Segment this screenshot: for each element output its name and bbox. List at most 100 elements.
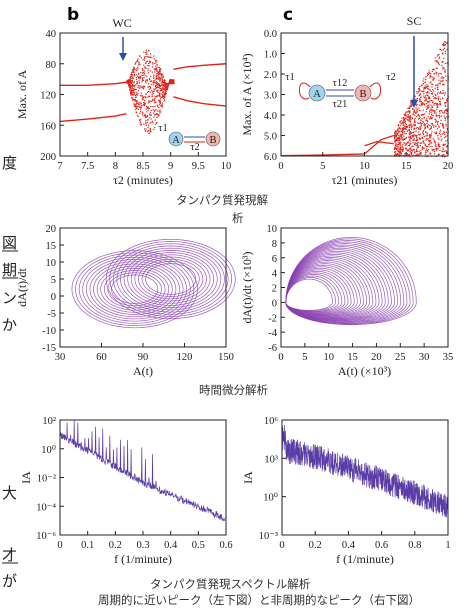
chaos-point <box>422 130 424 132</box>
chaos-point <box>435 61 438 63</box>
chaos-point <box>441 110 443 112</box>
chaos-point <box>144 59 146 61</box>
chaos-point <box>430 123 432 125</box>
chaos-point <box>422 109 424 111</box>
chaos-point <box>429 116 432 118</box>
node-b-label: B <box>209 135 216 146</box>
chaos-point <box>439 83 441 85</box>
chaos-point <box>444 101 447 104</box>
chaos-point <box>394 139 396 142</box>
chaos-point <box>435 149 438 151</box>
chaos-point <box>426 138 428 140</box>
chaos-point <box>159 68 161 70</box>
chaos-point <box>420 125 422 127</box>
chaos-point <box>438 144 440 146</box>
chaos-point <box>153 82 155 84</box>
chaos-point <box>398 148 400 150</box>
chaos-point <box>420 96 422 98</box>
chaos-point <box>129 83 131 85</box>
chaos-point <box>415 107 417 109</box>
chaos-point <box>431 145 433 148</box>
chaos-point <box>426 72 429 75</box>
chaos-point <box>413 134 415 136</box>
chaos-point <box>397 153 399 155</box>
chaos-point <box>398 131 400 133</box>
chaos-point <box>437 153 439 155</box>
x-tick-label: 9 <box>168 161 173 172</box>
chaos-point <box>438 56 440 58</box>
chaos-point <box>143 73 145 75</box>
chaos-point <box>159 112 161 114</box>
chaos-point <box>418 94 420 96</box>
chaos-point <box>156 69 158 71</box>
chaos-point <box>155 59 157 62</box>
chaos-point <box>398 130 400 133</box>
tau-label: τ1 <box>158 123 167 134</box>
chaos-point <box>437 120 439 123</box>
chaos-point <box>155 76 157 78</box>
chaos-point <box>408 144 411 147</box>
chaos-point <box>445 79 447 82</box>
chaos-point <box>161 77 163 79</box>
chaos-point <box>394 138 396 140</box>
chaos-point <box>446 99 448 101</box>
chaos-point <box>399 138 401 140</box>
chaos-point <box>138 106 141 108</box>
chaos-point <box>161 76 163 78</box>
chaos-point <box>415 140 417 142</box>
chaos-point <box>136 82 139 84</box>
chaos-point <box>135 102 138 104</box>
chaos-point <box>431 101 434 104</box>
chaos-point <box>413 119 416 121</box>
trajectory-loop <box>112 243 229 315</box>
x-tick-label: 90 <box>138 352 149 363</box>
chaos-point <box>442 126 444 128</box>
chaos-point <box>426 155 428 158</box>
chaos-point <box>410 152 412 155</box>
chaos-point <box>438 64 440 66</box>
chaos-point <box>163 80 165 82</box>
x-tick-label: 0.4 <box>164 540 178 551</box>
chaos-point <box>159 109 161 111</box>
chaos-point <box>394 130 396 132</box>
chaos-point <box>149 91 151 93</box>
chaos-point <box>130 81 132 84</box>
chaos-point <box>424 79 427 81</box>
chaos-point <box>147 109 149 111</box>
chaos-point <box>130 72 133 74</box>
y-tick-label: 160 <box>40 121 56 132</box>
chaos-point <box>133 92 136 94</box>
chaos-point <box>400 147 402 149</box>
chaos-point <box>435 94 437 97</box>
chaos-point <box>395 139 398 142</box>
chaos-point <box>410 153 413 156</box>
chaos-point <box>430 117 432 120</box>
chaos-point <box>428 101 430 104</box>
chaos-point <box>158 92 160 94</box>
chaos-point <box>440 48 442 51</box>
chaos-point <box>162 86 164 88</box>
chaos-point <box>439 122 442 125</box>
chaos-point <box>414 110 416 112</box>
chaos-point <box>422 130 424 133</box>
chaos-point <box>406 111 408 113</box>
chaos-point <box>398 139 401 142</box>
chaos-point <box>161 104 163 106</box>
chaos-point <box>419 122 422 124</box>
chaos-point <box>437 91 439 93</box>
chaos-point <box>444 150 446 152</box>
spectrum-line <box>59 419 227 522</box>
chaos-point <box>429 109 431 111</box>
chaos-point <box>445 112 448 114</box>
chaos-point <box>154 85 157 88</box>
chaos-point <box>441 64 443 67</box>
chaos-point <box>418 123 420 125</box>
chaos-point <box>154 69 156 71</box>
chaos-point <box>163 97 166 99</box>
chaos-point <box>136 69 138 72</box>
chaos-point <box>145 56 147 58</box>
chaos-point <box>436 128 438 130</box>
x-tick-label: 0.8 <box>408 540 421 551</box>
chaos-point <box>159 99 161 102</box>
chaos-point <box>405 144 407 146</box>
